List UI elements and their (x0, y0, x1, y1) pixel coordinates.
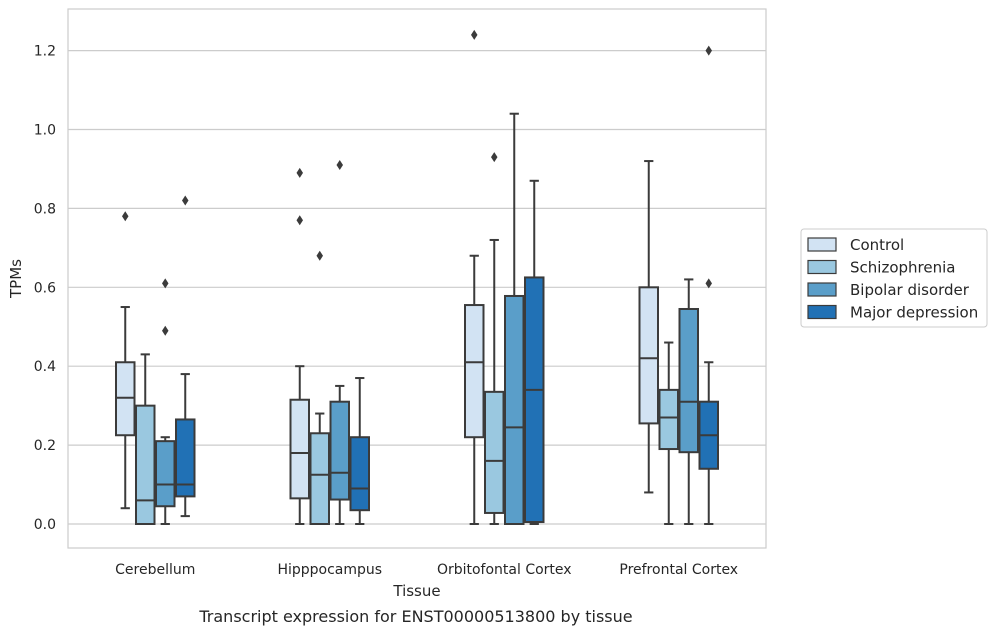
x-tick-label: Hipppocampus (277, 562, 382, 578)
box (329, 160, 350, 525)
box-iqr (504, 294, 525, 525)
y-axis-ticks: 0.0 0.2 0.4 0.6 0.8 1.0 1.2 (34, 44, 56, 533)
y-tick-label: 0.6 (34, 280, 56, 296)
y-tick-label: 0.2 (34, 438, 56, 454)
outlier-point (705, 278, 712, 289)
box (289, 167, 310, 525)
series-schizophrenia (135, 152, 679, 526)
y-tick-label: 1.0 (34, 123, 56, 139)
box-iqr (484, 390, 505, 514)
y-axis-label: TPMs (7, 259, 25, 299)
box (115, 211, 136, 510)
y-tick-label: 0.8 (34, 201, 56, 217)
box (484, 152, 505, 525)
legend: Control Schizophrenia Bipolar disorder Majo… (800, 228, 988, 328)
plot-frame (67, 8, 767, 549)
legend-item: Major depression (807, 304, 978, 322)
outlier-point (296, 167, 303, 178)
y-tick-label: 1.2 (34, 44, 56, 60)
y-tick-label: 0.4 (34, 359, 56, 375)
box (155, 278, 176, 525)
outlier-point (122, 211, 129, 222)
box-series (115, 29, 719, 526)
box-iqr (658, 388, 679, 451)
box-iqr (524, 276, 545, 524)
legend-label: Major depression (850, 304, 978, 322)
y-tick-label: 0.0 (34, 517, 56, 533)
box-iqr (678, 307, 699, 454)
series-major-depression (175, 45, 719, 525)
x-tick-label: Prefrontal Cortex (619, 562, 738, 578)
legend-item: Schizophrenia (807, 259, 955, 277)
box (658, 341, 679, 525)
x-axis-label: Tissue (392, 582, 440, 600)
box (524, 179, 545, 525)
outlier-point (336, 160, 343, 171)
box-iqr (638, 286, 659, 425)
legend-swatch (807, 282, 837, 297)
outlier-point (705, 45, 712, 56)
box-iqr (329, 400, 350, 501)
box (678, 278, 699, 525)
box-iqr (175, 418, 196, 498)
box-iqr (464, 304, 485, 439)
chart-caption: Transcript expression for ENST0000051380… (198, 607, 632, 626)
box (698, 45, 719, 525)
box-iqr (289, 398, 310, 500)
legend-swatch (807, 259, 837, 275)
box-iqr (349, 436, 370, 512)
legend-label: Schizophrenia (850, 259, 955, 277)
outlier-point (162, 278, 169, 289)
outlier-point (471, 29, 478, 40)
outlier-point (316, 250, 323, 261)
box-iqr (155, 440, 176, 508)
box (349, 377, 370, 525)
outlier-point (491, 152, 498, 163)
legend-item: Bipolar disorder (807, 281, 970, 299)
legend-swatch (807, 237, 837, 252)
x-axis-ticks: Cerebellum Hipppocampus Orbitofontal Corte… (115, 562, 738, 578)
legend-label: Bipolar disorder (850, 281, 970, 299)
legend-frame (800, 228, 988, 328)
box-iqr (309, 432, 330, 526)
box (464, 29, 485, 525)
series-bipolar-disorder (155, 112, 699, 525)
outlier-point (182, 195, 189, 206)
series-control (115, 29, 659, 525)
legend-item: Control (807, 236, 904, 254)
legend-label: Control (850, 236, 904, 254)
box (175, 195, 196, 518)
box (135, 353, 156, 525)
box (309, 250, 330, 526)
box (638, 160, 659, 494)
outlier-point (162, 325, 169, 336)
outlier-point (296, 215, 303, 226)
x-tick-label: Orbitofontal Cortex (437, 562, 572, 578)
x-tick-label: Cerebellum (115, 562, 195, 578)
box-iqr (135, 404, 156, 525)
legend-swatch (807, 304, 837, 320)
box (504, 112, 525, 525)
